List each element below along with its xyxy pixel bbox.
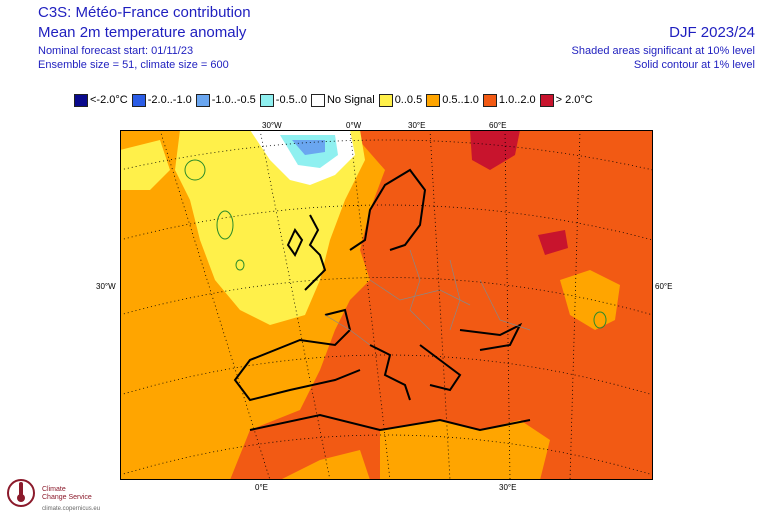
thermometer-logo-icon	[7, 479, 35, 507]
logo-line-1: Climate	[42, 486, 66, 493]
legend-swatch	[259, 93, 274, 107]
legend-label: > 2.0°C	[555, 94, 593, 106]
legend-item: -2.0..-1.0	[131, 93, 192, 107]
copernicus-logo: Climate Change Service climate.copernicu…	[6, 476, 126, 516]
legend-swatch	[482, 93, 497, 107]
title-line-1: C3S: Météo-France contribution	[38, 4, 251, 21]
significance-note-10: Shaded areas significant at 10% level	[571, 45, 755, 57]
coastlines	[233, 168, 531, 432]
legend-item: 0..0.5	[378, 93, 423, 107]
legend-label: <-2.0°C	[90, 94, 128, 106]
logo-line-2: Change Service	[42, 494, 92, 501]
legend-item: <-2.0°C	[74, 93, 128, 107]
axis-bottom-30e: 30°E	[499, 483, 517, 492]
significance-contours	[184, 159, 607, 329]
logo-url: climate.copernicus.eu	[42, 506, 101, 512]
season-label: DJF 2023/24	[669, 24, 755, 41]
axis-top-0w: 0°W	[346, 121, 362, 130]
legend-label: 0..0.5	[394, 94, 423, 106]
legend-swatch	[378, 93, 393, 107]
legend-swatch	[195, 93, 210, 107]
legend-label: No Signal	[326, 94, 375, 106]
legend-label: 0.5..1.0	[442, 94, 479, 106]
legend-swatch	[310, 93, 325, 107]
legend-swatch	[74, 93, 88, 107]
legend-label: -1.0..-0.5	[211, 94, 256, 106]
legend-label: 1.0..2.0	[498, 94, 536, 106]
legend-swatch	[539, 93, 554, 107]
anomaly-zone-0-0.5-west	[120, 140, 170, 190]
anomaly-zone-1-2	[230, 130, 653, 480]
map-frame	[120, 130, 653, 480]
title-line-2: Mean 2m temperature anomaly	[38, 24, 247, 41]
anomaly-zone-gt-2-east	[538, 230, 568, 255]
legend-item: -0.5..0	[259, 93, 307, 107]
axis-right-60e: 60°E	[655, 282, 673, 291]
country-borders	[324, 249, 531, 346]
anomaly-map	[120, 130, 653, 480]
anomaly-zone-gt-2-north	[470, 130, 520, 170]
axis-top-30e: 30°E	[408, 121, 426, 130]
color-legend: <-2.0°C -2.0..-1.0 -1.0..-0.5 -0.5..0 No Sig…	[74, 92, 597, 108]
legend-item: > 2.0°C	[539, 93, 593, 107]
legend-swatch	[131, 93, 146, 107]
axis-top-30w: 30°W	[262, 121, 282, 130]
legend-item: 0.5..1.0	[426, 93, 479, 107]
anomaly-zone-0.5-1-sahara	[380, 420, 550, 480]
ensemble-size: Ensemble size = 51, climate size = 600	[38, 59, 229, 71]
anomaly-zone-neg-1	[292, 140, 325, 155]
axis-bottom-0e: 0°E	[255, 483, 268, 492]
forecast-start: Nominal forecast start: 01/11/23	[38, 45, 194, 57]
significance-note-1: Solid contour at 1% level	[633, 59, 755, 71]
legend-label: -2.0..-1.0	[147, 94, 192, 106]
legend-label: -0.5..0	[275, 94, 307, 106]
graticule	[120, 130, 653, 480]
legend-item: -1.0..-0.5	[195, 93, 256, 107]
legend-item: No Signal	[310, 93, 375, 107]
legend-item: 1.0..2.0	[482, 93, 536, 107]
axis-top-60e: 60°E	[489, 121, 507, 130]
legend-swatch	[426, 93, 441, 107]
axis-left-30w: 30°W	[96, 282, 116, 291]
